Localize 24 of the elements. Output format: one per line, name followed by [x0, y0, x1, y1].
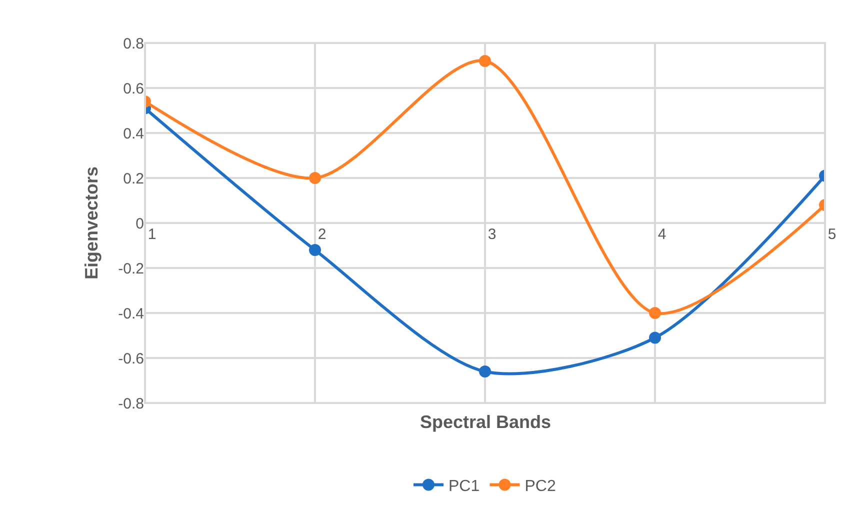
point	[479, 55, 491, 67]
x-tick-label: 1	[148, 226, 156, 243]
x-tick-label: 4	[658, 226, 666, 243]
y-tick-label: -0.6	[118, 350, 144, 368]
y-tick-label: 0.2	[123, 170, 144, 188]
point	[649, 307, 661, 319]
y-tick-label: -0.2	[118, 260, 144, 278]
y-tick-label: 0.4	[123, 125, 144, 142]
y-tick-label: 0.6	[123, 80, 144, 98]
point	[649, 332, 661, 344]
x-axis-title: Spectral Bands	[420, 412, 552, 432]
point	[309, 244, 321, 256]
y-tick-label: -0.4	[118, 305, 144, 322]
legend-label: PC1	[448, 478, 480, 495]
x-tick-label: 3	[488, 226, 496, 243]
point	[309, 172, 321, 184]
legend-label: PC2	[524, 478, 556, 495]
y-tick-label: 0	[136, 215, 144, 232]
y-tick-label: -0.8	[118, 395, 144, 412]
y-tick-label: 0.8	[123, 35, 144, 52]
y-axis-title: Eigenvectors	[81, 166, 102, 280]
point	[479, 366, 491, 378]
x-tick-label: 2	[318, 226, 326, 243]
x-tick-label: 5	[828, 226, 836, 243]
